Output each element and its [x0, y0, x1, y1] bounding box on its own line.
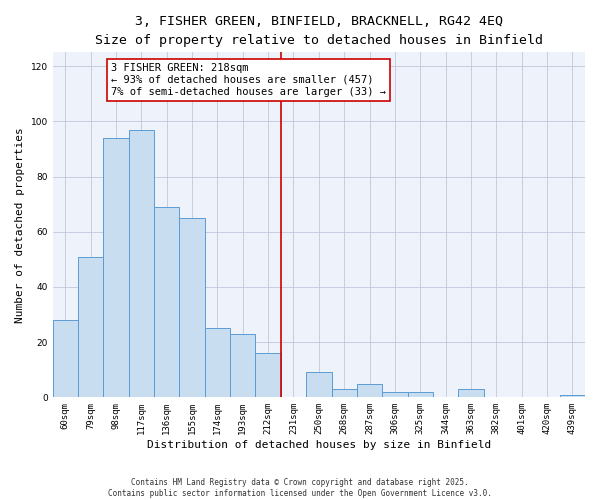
Bar: [458, 389, 484, 398]
Bar: [230, 334, 256, 398]
Bar: [205, 328, 230, 398]
Bar: [256, 353, 281, 398]
Bar: [78, 256, 103, 398]
Bar: [332, 389, 357, 398]
Bar: [382, 392, 407, 398]
X-axis label: Distribution of detached houses by size in Binfield: Distribution of detached houses by size …: [147, 440, 491, 450]
Text: Contains HM Land Registry data © Crown copyright and database right 2025.
Contai: Contains HM Land Registry data © Crown c…: [108, 478, 492, 498]
Bar: [129, 130, 154, 398]
Title: 3, FISHER GREEN, BINFIELD, BRACKNELL, RG42 4EQ
Size of property relative to deta: 3, FISHER GREEN, BINFIELD, BRACKNELL, RG…: [95, 15, 543, 47]
Bar: [357, 384, 382, 398]
Bar: [53, 320, 78, 398]
Y-axis label: Number of detached properties: Number of detached properties: [15, 127, 25, 322]
Bar: [306, 372, 332, 398]
Bar: [154, 207, 179, 398]
Bar: [179, 218, 205, 398]
Text: 3 FISHER GREEN: 218sqm
← 93% of detached houses are smaller (457)
7% of semi-det: 3 FISHER GREEN: 218sqm ← 93% of detached…: [111, 64, 386, 96]
Bar: [407, 392, 433, 398]
Bar: [103, 138, 129, 398]
Bar: [560, 394, 585, 398]
